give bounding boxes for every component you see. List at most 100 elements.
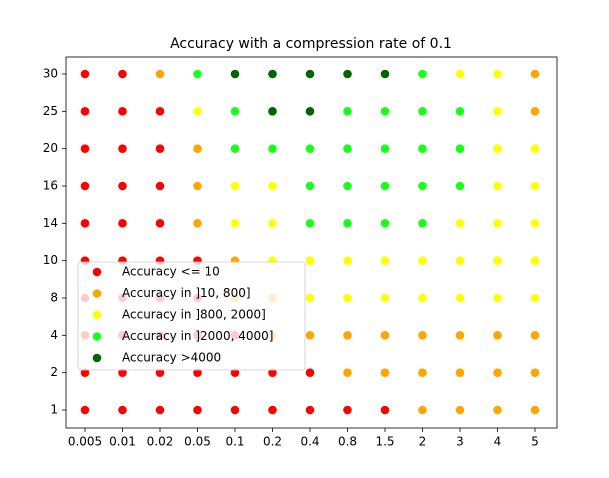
point: [455, 107, 465, 116]
point: [455, 331, 465, 340]
point: [455, 256, 465, 265]
point: [305, 293, 315, 303]
point: [118, 181, 127, 191]
point: [268, 69, 277, 79]
point: [530, 331, 540, 340]
point: [193, 107, 202, 116]
point: [305, 368, 315, 377]
y-tick-label: 8: [50, 291, 58, 305]
point: [155, 107, 165, 116]
point: [493, 219, 502, 228]
point: [530, 144, 540, 153]
point: [418, 405, 427, 415]
point: [80, 144, 90, 153]
point: [343, 331, 352, 340]
point: [268, 181, 277, 191]
point: [380, 331, 390, 340]
x-tick-label: 0.8: [338, 435, 357, 449]
point: [80, 69, 90, 79]
point: [418, 256, 427, 265]
point: [305, 144, 315, 153]
x-tick-label: 0.2: [263, 435, 282, 449]
x-tick-label: 0.4: [300, 435, 319, 449]
point: [230, 181, 240, 191]
x-tick-label: 3: [456, 435, 464, 449]
point: [118, 107, 127, 116]
point: [155, 368, 165, 377]
point: [305, 405, 315, 415]
point: [530, 293, 540, 303]
point: [268, 405, 277, 415]
point: [380, 144, 390, 153]
point: [305, 331, 315, 340]
y-tick-label: 2: [50, 365, 58, 379]
y-tick-label: 25: [43, 104, 58, 118]
point: [80, 107, 90, 116]
legend-label: Accuracy in ]10, 800]: [122, 286, 251, 300]
point: [380, 219, 390, 228]
x-tick-label: 0.1: [225, 435, 244, 449]
point: [230, 107, 240, 116]
legend-label: Accuracy in ]2000, 4000]: [122, 329, 273, 343]
point: [230, 144, 240, 153]
point: [343, 219, 352, 228]
point: [193, 69, 202, 79]
legend-marker: [92, 310, 102, 320]
point: [530, 219, 540, 228]
point: [380, 368, 390, 377]
point: [418, 181, 427, 191]
point: [418, 69, 427, 79]
point: [155, 144, 165, 153]
y-tick-label: 20: [43, 141, 58, 155]
y-tick-label: 30: [43, 67, 58, 81]
x-tick-label: 5: [531, 435, 539, 449]
point: [343, 107, 352, 116]
point: [80, 368, 90, 377]
legend-marker: [92, 289, 102, 298]
point: [268, 368, 277, 377]
point: [455, 405, 465, 415]
point: [343, 181, 352, 191]
x-tick-label: 1.5: [375, 435, 394, 449]
point: [230, 405, 240, 415]
y-tick-label: 16: [43, 179, 58, 193]
point: [343, 368, 352, 377]
point: [493, 405, 502, 415]
x-tick-label: 4: [494, 435, 502, 449]
point: [530, 181, 540, 191]
point: [418, 293, 427, 303]
point: [193, 368, 202, 377]
legend-label: Accuracy <= 10: [122, 265, 220, 279]
point: [193, 219, 202, 228]
point: [530, 368, 540, 377]
y-tick-label: 10: [43, 253, 58, 267]
point: [493, 256, 502, 265]
point: [193, 405, 202, 415]
point: [493, 107, 502, 116]
x-tick-label: 2: [419, 435, 427, 449]
point: [343, 144, 352, 153]
point: [493, 293, 502, 303]
point: [455, 293, 465, 303]
point: [455, 219, 465, 228]
point: [418, 368, 427, 377]
point: [530, 107, 540, 116]
point: [268, 107, 277, 116]
point: [455, 368, 465, 377]
point: [343, 69, 352, 79]
point: [418, 144, 427, 153]
legend-label: Accuracy in ]800, 2000]: [122, 308, 266, 322]
point: [380, 181, 390, 191]
point: [155, 69, 165, 79]
legend-marker: [92, 332, 102, 341]
point: [380, 256, 390, 265]
y-tick-label: 1: [50, 403, 58, 417]
point: [193, 181, 202, 191]
point: [230, 219, 240, 228]
point: [268, 219, 277, 228]
point: [118, 405, 127, 415]
point: [305, 219, 315, 228]
point: [343, 405, 352, 415]
point: [305, 107, 315, 116]
